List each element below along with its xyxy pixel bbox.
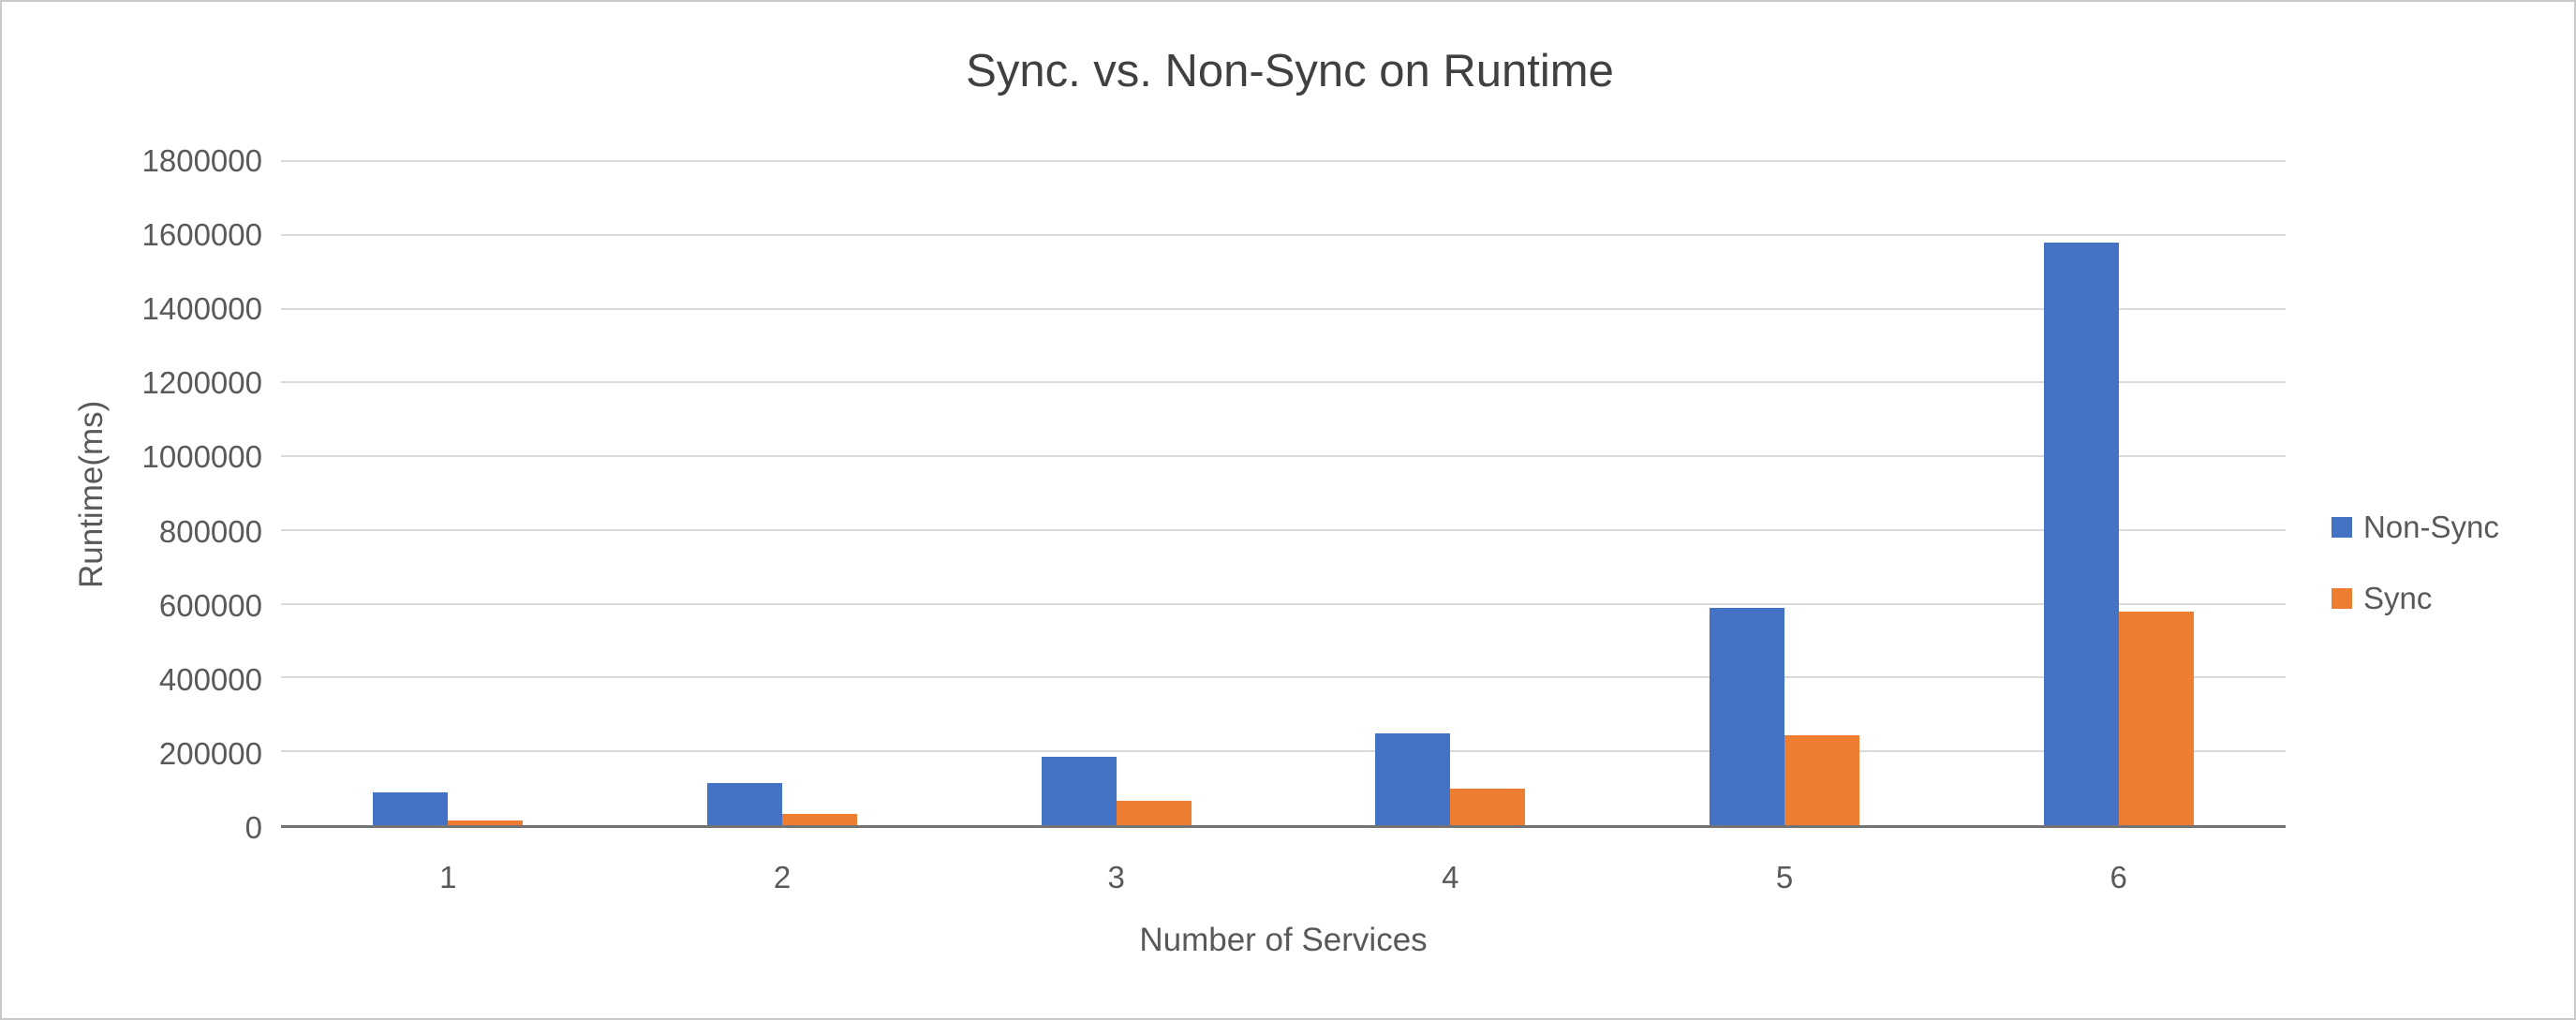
bar-non-sync-1: [373, 792, 449, 825]
x-tick-label: 1: [439, 860, 457, 894]
bar-sync-6: [2118, 611, 2194, 825]
bar-non-sync-5: [1710, 607, 1785, 825]
legend-swatch-icon: [2332, 588, 2352, 609]
bar-non-sync-3: [1041, 757, 1117, 825]
x-tick-label: 5: [1775, 860, 1794, 894]
bars-container: [281, 161, 2286, 825]
bar-sync-2: [782, 814, 857, 825]
gridline: [281, 160, 2286, 162]
x-tick-label: 3: [1107, 860, 1125, 894]
plot-area: [281, 160, 2286, 828]
bar-sync-1: [448, 820, 524, 825]
bar-non-sync-6: [2043, 242, 2119, 825]
y-tick-label: 200000: [158, 735, 262, 771]
x-axis-ticks: 1 2 3 4 5 6: [281, 860, 2286, 895]
x-tick-label: 6: [2110, 860, 2127, 894]
y-tick-label: 0: [244, 810, 262, 845]
y-tick-label: 600000: [158, 587, 262, 623]
gridline: [281, 307, 2286, 310]
legend: Non-Sync Sync: [2332, 510, 2499, 616]
y-tick-label: 1800000: [141, 143, 262, 178]
y-axis-ticks: 0 200000 400000 600000 800000 1000000 1200000 1…: [2, 143, 262, 845]
category-5: [1618, 161, 1952, 825]
gridline: [281, 381, 2286, 384]
legend-item-sync: Sync: [2332, 581, 2499, 616]
y-tick-label: 1600000: [141, 217, 262, 253]
x-tick-label: 2: [773, 860, 792, 894]
category-6: [1951, 161, 2286, 825]
gridline: [281, 602, 2286, 605]
y-tick-label: 400000: [158, 661, 262, 697]
gridline: [281, 455, 2286, 458]
legend-swatch-icon: [2332, 517, 2352, 538]
category-4: [1283, 161, 1618, 825]
gridline: [281, 676, 2286, 679]
category-3: [949, 161, 1283, 825]
bar-sync-5: [1784, 734, 1860, 825]
y-tick-label: 1400000: [141, 291, 262, 327]
legend-label: Sync: [2363, 581, 2433, 615]
gridline: [281, 233, 2286, 236]
chart-title: Sync. vs. Non-Sync on Runtime: [966, 46, 1614, 96]
y-tick-label: 1000000: [141, 439, 262, 475]
bar-non-sync-4: [1375, 732, 1451, 825]
category-2: [615, 161, 950, 825]
bar-non-sync-2: [707, 782, 782, 825]
x-axis-title: Number of Services: [1139, 922, 1428, 958]
y-tick-label: 800000: [158, 513, 262, 549]
bar-sync-4: [1450, 788, 1526, 825]
category-1: [281, 161, 615, 825]
x-tick-label: 4: [1442, 860, 1459, 894]
y-tick-label: 1200000: [141, 365, 262, 401]
bar-sync-3: [1116, 801, 1192, 825]
gridline: [281, 750, 2286, 753]
legend-label: Non-Sync: [2363, 510, 2499, 544]
legend-item-non-sync: Non-Sync: [2332, 510, 2499, 545]
gridline: [281, 528, 2286, 531]
